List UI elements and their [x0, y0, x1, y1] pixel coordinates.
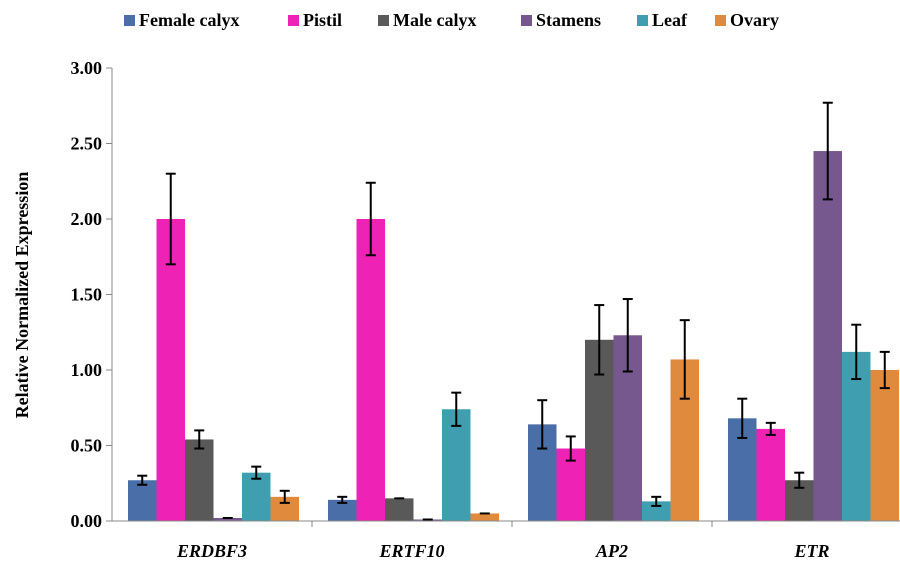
legend-swatch-2 — [378, 15, 389, 26]
legend-label-5: Ovary — [730, 10, 779, 30]
bar-etr-5 — [870, 370, 899, 521]
y-tick-label-5: 2.50 — [71, 134, 103, 154]
bar-etr-3 — [813, 151, 842, 522]
error-bar-etr-3 — [822, 101, 833, 201]
x-category-label-3: ETR — [793, 541, 829, 561]
bar-ertf10-2 — [385, 498, 414, 521]
x-category-label-0: ERDBF3 — [176, 541, 247, 561]
error-bar-erdbf3-2 — [194, 429, 205, 450]
legend: Female calyx Pistil Male calyx Stamens Leaf O… — [124, 10, 779, 30]
legend-swatch-5 — [715, 15, 726, 26]
bar-ertf10-1 — [356, 219, 385, 521]
legend-label-0: Female calyx — [139, 10, 239, 30]
error-bar-etr-0 — [737, 397, 748, 439]
y-tick-label-2: 1.00 — [71, 360, 103, 380]
error-bar-ertf10-4 — [451, 391, 462, 427]
y-tick-label-0: 0.00 — [71, 511, 103, 531]
y-tick-label-1: 0.50 — [71, 436, 103, 456]
error-bar-ap2-2 — [594, 304, 605, 376]
error-bar-ap2-3 — [622, 298, 633, 373]
legend-swatch-1 — [288, 15, 299, 26]
y-axis-label: Relative Normalized Expression — [12, 172, 32, 419]
bar-etr-4 — [842, 351, 871, 521]
axes — [111, 68, 900, 527]
error-bar-ap2-5 — [679, 319, 690, 400]
legend-swatch-0 — [124, 15, 135, 26]
error-bar-etr-5 — [879, 350, 890, 390]
error-bar-erdbf3-0 — [137, 474, 148, 486]
legend-label-4: Leaf — [652, 10, 688, 30]
error-bar-ertf10-1 — [365, 181, 376, 257]
bar-ap2-4 — [642, 501, 671, 521]
bar-erdbf3-2 — [185, 439, 214, 521]
bar-erdbf3-0 — [128, 480, 157, 521]
bar-ertf10-4 — [442, 409, 471, 521]
bars — [128, 151, 899, 522]
bar-ertf10-0 — [328, 499, 357, 521]
error-bar-ap2-0 — [537, 399, 548, 450]
legend-swatch-3 — [521, 15, 532, 26]
legend-label-3: Stamens — [536, 10, 601, 30]
error-bar-etr-1 — [765, 421, 776, 436]
y-tick-label-3: 1.50 — [71, 285, 103, 305]
error-bar-erdbf3-4 — [251, 465, 262, 480]
bar-erdbf3-3 — [213, 517, 242, 521]
y-tick-label-4: 2.00 — [71, 209, 103, 229]
error-bar-erdbf3-5 — [279, 489, 290, 504]
x-category-label-2: AP2 — [595, 541, 628, 561]
error-bar-etr-2 — [794, 471, 805, 489]
legend-label-2: Male calyx — [393, 10, 476, 30]
legend-label-1: Pistil — [303, 10, 342, 30]
bar-ertf10-5 — [470, 513, 499, 521]
y-axis-ticks: 0.00 0.50 1.00 1.50 2.00 2.50 3.00 — [71, 58, 112, 531]
bar-erdbf3-4 — [242, 472, 271, 521]
error-bar-etr-4 — [851, 323, 862, 381]
x-axis-categories: ERDBF3 ERTF10 AP2 ETR — [176, 541, 830, 561]
bar-erdbf3-1 — [156, 219, 185, 521]
error-bars — [137, 101, 890, 521]
error-bar-ap2-4 — [651, 495, 662, 507]
x-category-label-1: ERTF10 — [378, 541, 444, 561]
legend-swatch-4 — [637, 15, 648, 26]
bar-etr-1 — [756, 428, 785, 521]
error-bar-ap2-1 — [565, 435, 576, 462]
y-tick-label-6: 3.00 — [71, 58, 103, 78]
error-bar-ertf10-0 — [337, 495, 348, 504]
error-bar-erdbf3-1 — [165, 172, 176, 266]
